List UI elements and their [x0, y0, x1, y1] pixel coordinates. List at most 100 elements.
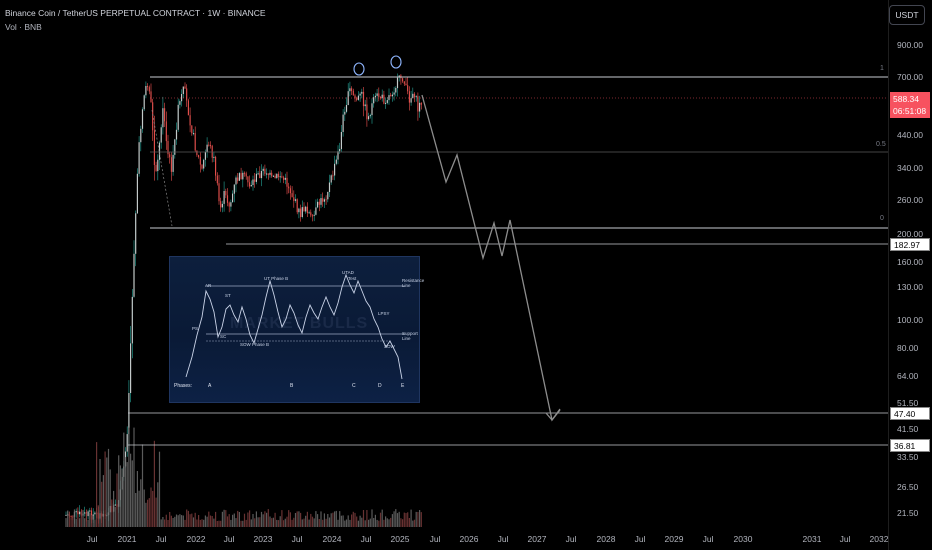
candle-body: [238, 173, 240, 181]
candle-body: [298, 208, 300, 213]
candle-body: [181, 94, 183, 102]
candle-body: [245, 173, 247, 177]
volume-bar: [366, 510, 368, 527]
projection-arrow: [545, 408, 561, 422]
volume-bar: [349, 519, 351, 527]
volume-bar: [123, 432, 125, 527]
candle-body: [281, 176, 283, 178]
volume-bar: [395, 509, 397, 527]
candle-body: [322, 198, 324, 202]
volume-bar: [232, 514, 234, 527]
candle-body: [362, 91, 365, 107]
volume-bar: [89, 513, 91, 527]
volume-bar: [289, 512, 291, 527]
candle-body: [167, 141, 169, 155]
candle-body: [158, 142, 161, 160]
candle-body: [349, 88, 351, 92]
volume-bar: [85, 513, 87, 527]
volume-bar: [398, 511, 400, 527]
candle-body: [215, 156, 217, 176]
level-badge: 36.81: [890, 439, 930, 452]
candle-body: [94, 512, 96, 515]
volume-bar: [242, 520, 244, 527]
volume-bar: [310, 513, 312, 527]
candle-body: [250, 185, 252, 187]
label-st: ST: [225, 293, 231, 298]
volume-bar: [169, 512, 171, 527]
volume-bar: [174, 516, 176, 527]
candle-body: [288, 186, 290, 189]
time-label: 2023: [253, 534, 273, 544]
volume-bar: [107, 448, 110, 527]
candle-body: [357, 95, 359, 100]
candle-body: [87, 511, 89, 517]
candle-body: [165, 121, 167, 142]
wyckoff-distribution-schematic: MARKET BULLS AR ST SC PS UT Phase B SOW …: [169, 256, 424, 403]
candle-body: [323, 199, 325, 202]
fib-level-0-label: 0: [880, 215, 884, 222]
volume-bar: [383, 519, 385, 527]
volume-bar: [84, 518, 86, 527]
inset-watermark: MARKET BULLS: [230, 315, 369, 332]
volume-bar: [65, 518, 67, 527]
candle-body: [266, 173, 268, 175]
candle-body: [164, 108, 166, 122]
volume-bar: [245, 519, 247, 527]
volume-bar: [206, 516, 208, 527]
candle-body: [199, 156, 201, 165]
volume-bar: [226, 516, 229, 527]
volume-bar: [352, 511, 354, 527]
volume-bar: [311, 516, 314, 527]
time-label: 2025: [390, 534, 410, 544]
candle-body: [237, 177, 239, 181]
volume-bar: [374, 514, 376, 527]
volume-bar: [300, 512, 302, 527]
phase-a: A: [208, 383, 212, 389]
volume-bar: [220, 520, 222, 527]
volume-indicator-label[interactable]: Vol · BNB: [5, 22, 42, 32]
candle-body: [247, 176, 249, 183]
currency-selector-button[interactable]: USDT: [889, 5, 925, 25]
volume-bar: [320, 511, 322, 527]
volume-bar: [361, 517, 363, 527]
candle-body: [249, 182, 251, 187]
candle-body: [136, 173, 138, 214]
candle-body: [383, 94, 385, 104]
phases-label: Phases:: [174, 383, 193, 389]
candle-body: [318, 201, 320, 205]
symbol-title[interactable]: Binance Coin / TetherUS PERPETUAL CONTRA…: [5, 8, 266, 18]
volume-bar: [267, 509, 269, 527]
candle-body: [157, 159, 159, 172]
volume-bar: [351, 514, 353, 527]
candle-body: [262, 168, 264, 171]
volume-bar: [215, 511, 217, 527]
volume-bar: [77, 517, 79, 527]
candle-body: [243, 172, 246, 174]
volume-bar: [296, 511, 298, 527]
volume-bar: [177, 515, 179, 527]
volume-bar: [162, 517, 164, 527]
chart-area[interactable]: Binance Coin / TetherUS PERPETUAL CONTRA…: [0, 0, 888, 529]
candle-body: [385, 102, 387, 104]
price-chart[interactable]: [0, 0, 888, 529]
candle-body: [179, 101, 181, 105]
time-label: Jul: [839, 534, 851, 544]
volume-bar: [106, 457, 108, 527]
price-scale[interactable]: 900.00 700.00 440.00 340.00 260.00 200.0…: [888, 0, 932, 550]
volume-bar: [262, 514, 264, 527]
volume-bar: [118, 455, 120, 527]
candle-body: [242, 172, 244, 180]
volume-bar: [157, 482, 159, 527]
volume-bar: [301, 519, 303, 527]
price-tick: 21.50: [897, 508, 919, 518]
volume-bar: [172, 518, 174, 527]
time-scale[interactable]: Jul 2021 Jul 2022 Jul 2023 Jul 2024 Jul …: [0, 529, 889, 550]
candle-body: [413, 93, 416, 97]
candle-body: [174, 139, 176, 155]
candle-body: [317, 201, 319, 208]
phase-e: E: [401, 383, 405, 389]
volume-bar: [167, 520, 169, 527]
volume-bar: [293, 517, 295, 527]
volume-bar: [259, 517, 261, 527]
volume-bar: [340, 515, 342, 527]
